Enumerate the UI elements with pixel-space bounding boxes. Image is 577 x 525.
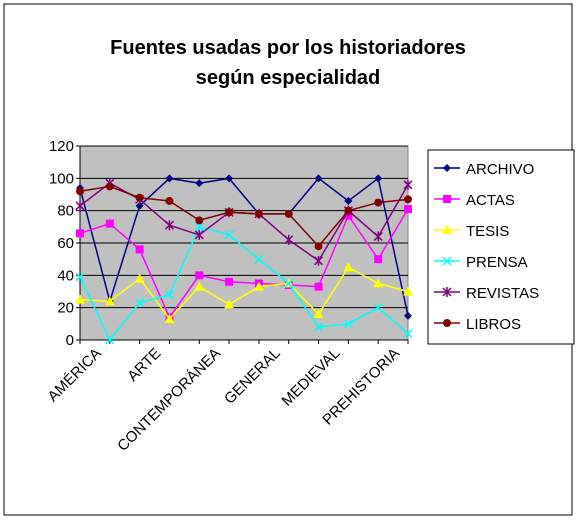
marker xyxy=(284,278,294,288)
marker xyxy=(105,219,114,228)
marker xyxy=(344,206,353,215)
series-line xyxy=(79,208,409,319)
chart-title: según especialidad xyxy=(196,67,381,89)
marker xyxy=(314,322,324,332)
marker xyxy=(253,281,264,291)
legend-label: ARCHIVO xyxy=(466,161,534,178)
marker xyxy=(374,255,383,264)
legend-label: REVISTAS xyxy=(466,285,539,302)
marker xyxy=(284,234,294,245)
legend-box xyxy=(427,149,575,345)
y-tick-label: 100 xyxy=(49,170,74,187)
y-tick-label: 20 xyxy=(57,300,74,317)
marker xyxy=(135,245,144,254)
marker xyxy=(374,174,383,183)
marker xyxy=(344,196,353,205)
marker xyxy=(224,299,235,309)
y-tick-label: 80 xyxy=(57,203,74,220)
marker xyxy=(105,182,114,191)
marker xyxy=(225,174,234,183)
marker xyxy=(75,294,85,304)
marker xyxy=(404,205,412,214)
marker xyxy=(76,187,84,196)
marker xyxy=(374,198,383,207)
marker xyxy=(443,195,451,203)
marker xyxy=(442,256,452,266)
marker xyxy=(442,287,452,297)
marker xyxy=(165,174,174,183)
marker xyxy=(443,164,451,172)
legend-label: ACTAS xyxy=(466,192,515,209)
marker xyxy=(105,335,115,345)
marker xyxy=(343,262,354,272)
marker xyxy=(135,201,144,210)
marker xyxy=(225,208,234,217)
y-tick-label: 0 xyxy=(66,332,74,349)
marker xyxy=(76,229,84,238)
marker xyxy=(314,174,323,183)
y-tick-label: 40 xyxy=(57,267,74,284)
marker xyxy=(404,311,412,320)
marker xyxy=(404,195,412,204)
marker xyxy=(164,313,175,323)
series-line xyxy=(79,225,409,342)
marker xyxy=(373,278,384,288)
y-tick-label: 120 xyxy=(49,138,74,155)
legend-label: TESIS xyxy=(466,223,509,240)
marker xyxy=(165,196,174,205)
marker xyxy=(314,242,323,251)
marker xyxy=(194,222,204,232)
marker xyxy=(225,277,234,286)
marker xyxy=(195,271,204,280)
marker xyxy=(224,230,234,240)
marker xyxy=(313,309,324,319)
marker xyxy=(284,209,293,218)
marker xyxy=(195,216,204,225)
marker xyxy=(314,282,323,291)
y-tick-label: 60 xyxy=(57,235,74,252)
marker xyxy=(254,209,263,218)
marker xyxy=(75,200,85,211)
marker xyxy=(164,220,174,231)
marker xyxy=(135,193,144,202)
marker xyxy=(373,231,383,242)
marker xyxy=(104,296,115,306)
series-line xyxy=(79,266,409,321)
marker xyxy=(403,179,413,190)
series-line xyxy=(79,185,409,248)
legend-label: PRENSA xyxy=(466,254,528,271)
legend-label: LIBROS xyxy=(466,316,521,333)
marker xyxy=(442,225,452,234)
marker xyxy=(403,329,413,339)
marker xyxy=(195,179,204,188)
marker xyxy=(403,286,413,296)
marker xyxy=(254,254,264,264)
marker xyxy=(134,273,145,283)
marker xyxy=(314,255,324,266)
marker xyxy=(75,272,85,282)
marker xyxy=(343,319,353,329)
chart-title: Fuentes usadas por los historiadores xyxy=(110,37,466,59)
marker xyxy=(194,229,204,240)
marker xyxy=(164,290,174,300)
marker xyxy=(373,303,383,313)
marker xyxy=(194,281,205,291)
series-line xyxy=(79,177,409,316)
marker xyxy=(443,319,451,327)
marker xyxy=(135,298,145,308)
